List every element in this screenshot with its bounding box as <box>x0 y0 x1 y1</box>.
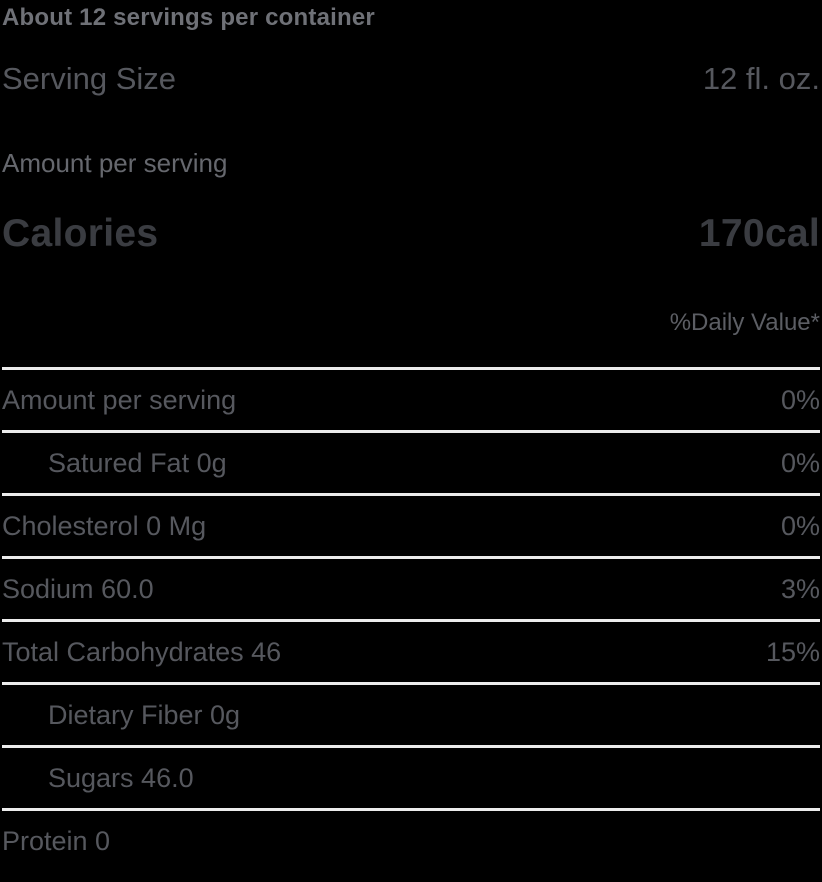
nutrient-daily-value: 0% <box>780 447 820 478</box>
nutrient-row: Amount per serving 0% <box>2 367 820 430</box>
serving-size-value: 12 fl. oz. <box>702 61 820 96</box>
nutrient-name: Cholesterol 0 Mg <box>2 510 207 541</box>
nutrient-row: Total Carbohydrates 46 15% <box>2 619 820 682</box>
nutrient-daily-value: 15% <box>765 636 820 667</box>
nutrient-name: Total Carbohydrates 46 <box>2 636 282 667</box>
nutrient-daily-value: 3% <box>780 573 820 604</box>
nutrient-daily-value: 0% <box>780 384 820 415</box>
nutrient-daily-value: 0% <box>780 510 820 541</box>
nutrient-name: Protein 0 <box>2 825 111 856</box>
nutrient-name: Sugars 46.0 <box>48 762 194 793</box>
serving-size-row: Serving Size 12 fl. oz. <box>2 60 820 98</box>
serving-size-label: Serving Size <box>2 61 177 96</box>
nutrient-row: Dietary Fiber 0g <box>2 682 820 745</box>
nutrient-name: Satured Fat 0g <box>48 447 227 478</box>
nutrient-row: Sugars 46.0 <box>2 745 820 808</box>
nutrient-rows: Amount per serving 0% Satured Fat 0g 0% … <box>2 367 820 871</box>
calories-value: 170cal <box>698 212 820 255</box>
nutrient-row: Cholesterol 0 Mg 0% <box>2 493 820 556</box>
calories-row: Calories 170cal <box>2 210 820 258</box>
servings-per-container-text: About 12 servings per container <box>2 4 375 31</box>
daily-value-heading: %Daily Value* <box>669 309 820 336</box>
nutrient-name: Dietary Fiber 0g <box>48 699 241 730</box>
nutrient-name: Sodium 60.0 <box>2 573 154 604</box>
amount-per-serving-heading: Amount per serving <box>2 148 228 178</box>
nutrient-row: Satured Fat 0g 0% <box>2 430 820 493</box>
nutrient-name: Amount per serving <box>2 384 237 415</box>
nutrient-row: Sodium 60.0 3% <box>2 556 820 619</box>
calories-label: Calories <box>2 212 159 255</box>
nutrient-row: Protein 0 <box>2 808 820 871</box>
